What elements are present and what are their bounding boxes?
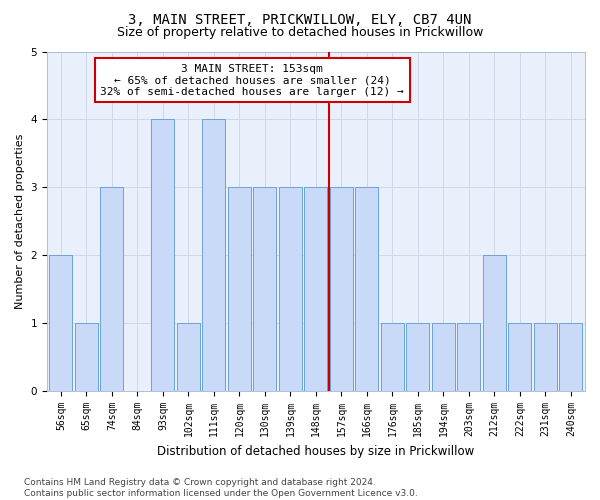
Bar: [228, 188, 251, 391]
Bar: [151, 120, 175, 391]
Bar: [432, 324, 455, 391]
Bar: [457, 324, 481, 391]
Text: Contains HM Land Registry data © Crown copyright and database right 2024.
Contai: Contains HM Land Registry data © Crown c…: [24, 478, 418, 498]
Bar: [100, 188, 124, 391]
Bar: [177, 324, 200, 391]
Bar: [75, 324, 98, 391]
Bar: [381, 324, 404, 391]
Bar: [304, 188, 328, 391]
Bar: [355, 188, 379, 391]
Bar: [483, 256, 506, 391]
Bar: [508, 324, 532, 391]
Bar: [534, 324, 557, 391]
Bar: [279, 188, 302, 391]
Bar: [253, 188, 277, 391]
Y-axis label: Number of detached properties: Number of detached properties: [15, 134, 25, 309]
Bar: [202, 120, 226, 391]
Text: 3, MAIN STREET, PRICKWILLOW, ELY, CB7 4UN: 3, MAIN STREET, PRICKWILLOW, ELY, CB7 4U…: [128, 12, 472, 26]
Bar: [49, 256, 73, 391]
Bar: [406, 324, 430, 391]
X-axis label: Distribution of detached houses by size in Prickwillow: Distribution of detached houses by size …: [157, 444, 475, 458]
Text: Size of property relative to detached houses in Prickwillow: Size of property relative to detached ho…: [117, 26, 483, 39]
Bar: [330, 188, 353, 391]
Text: 3 MAIN STREET: 153sqm
← 65% of detached houses are smaller (24)
32% of semi-deta: 3 MAIN STREET: 153sqm ← 65% of detached …: [100, 64, 404, 97]
Bar: [559, 324, 583, 391]
